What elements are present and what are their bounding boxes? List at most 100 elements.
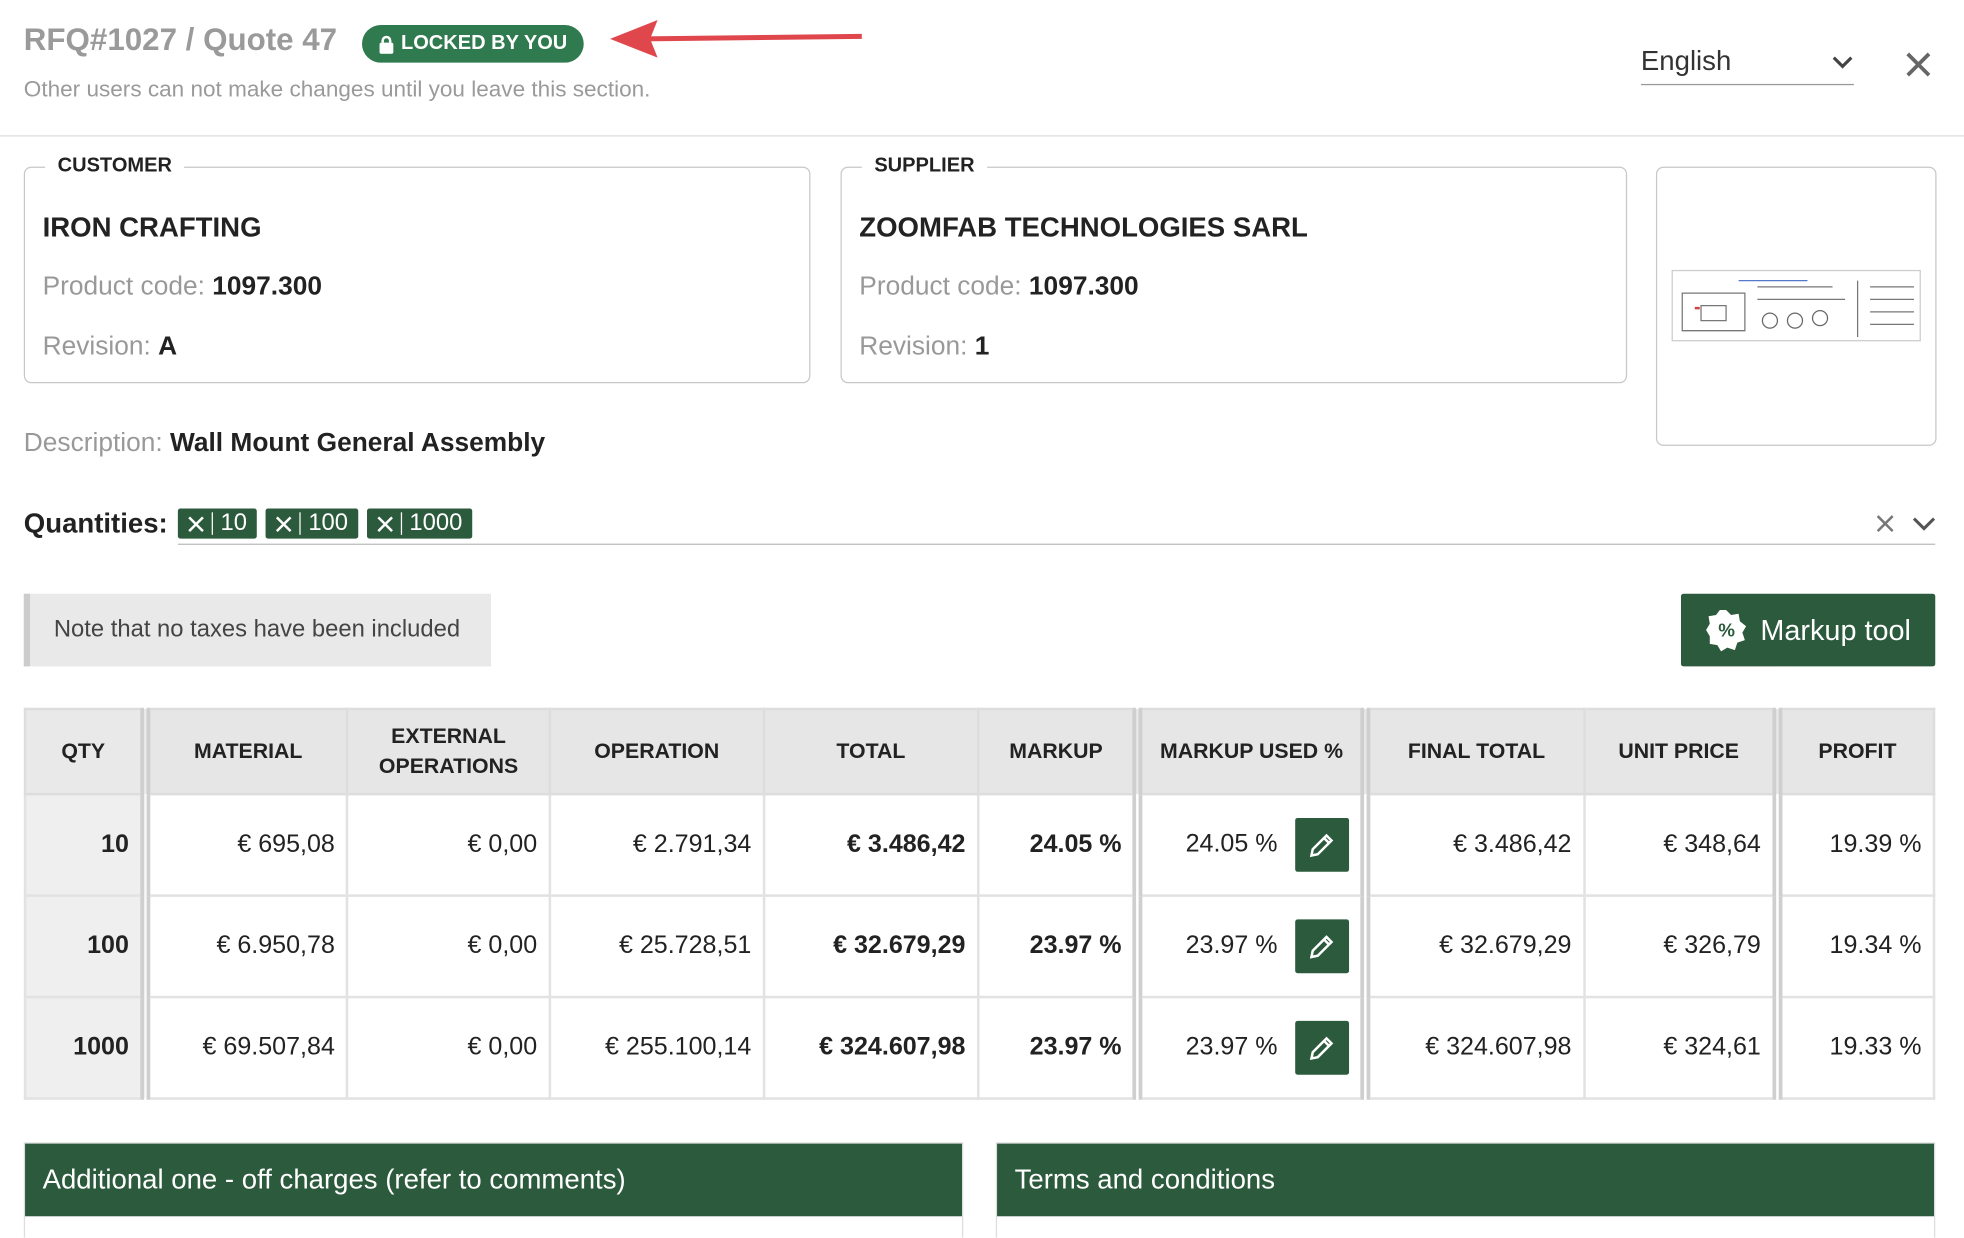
value: Wall Mount General Assembly: [170, 428, 546, 458]
table-cell: € 324,61: [1582, 995, 1779, 1100]
table-cell: 24.05 %: [1132, 792, 1367, 897]
column-header: TOTAL: [762, 707, 980, 796]
icon-text: %: [1718, 619, 1735, 641]
clear-quantities[interactable]: [1876, 515, 1894, 533]
button-label: Markup tool: [1760, 613, 1911, 646]
table-row: 10 € 695,08 € 0,00 € 2.791,34 € 3.486,42 24.0…: [23, 792, 1936, 897]
product-code: Product code: 1097.300: [859, 272, 1138, 302]
column-header: OPERATION: [548, 707, 766, 796]
cell-text: € 0,00: [467, 1033, 538, 1061]
cell-text: 19.34 %: [1829, 931, 1922, 960]
cell-text: € 324.607,98: [1425, 1033, 1572, 1061]
tag-divider: [400, 512, 402, 535]
table-cell: € 255.100,14: [548, 995, 766, 1100]
cell-text: € 32.679,29: [833, 931, 966, 960]
close-button[interactable]: [1905, 51, 1931, 77]
tag-divider: [211, 512, 213, 535]
table-cell: 19.33 %: [1772, 995, 1936, 1100]
edit-markup-button[interactable]: [1295, 1020, 1349, 1075]
value: A: [158, 331, 178, 361]
lock-badge: LOCKED BY YOU: [362, 25, 584, 63]
label: Description:: [23, 428, 163, 458]
table-cell: € 3.486,42: [762, 792, 980, 897]
quantity-tag[interactable]: 10: [177, 508, 257, 539]
annotation-arrow: [610, 20, 862, 58]
value: 1097.300: [212, 271, 322, 301]
quantities-dropdown[interactable]: [1911, 516, 1936, 532]
quantity-tag[interactable]: 100: [265, 508, 359, 539]
column-header: EXTERNAL OPERATIONS: [346, 707, 551, 796]
cell-text: € 324.607,98: [819, 1033, 966, 1061]
quantities-underline: [177, 543, 1936, 545]
table-cell: 100: [23, 894, 147, 999]
panel-header[interactable]: Additional one - off charges (refer to c…: [25, 1143, 962, 1217]
table-cell: 23.97 %: [1132, 995, 1367, 1100]
drawing-thumbnail[interactable]: [1655, 166, 1937, 446]
table-cell: 23.97 %: [976, 995, 1140, 1100]
pencil-icon: [1310, 934, 1334, 958]
icon-badge: [1706, 610, 1747, 652]
column-header: PROFIT: [1772, 707, 1936, 796]
tag-divider: [299, 512, 301, 535]
value: 1097.300: [1028, 271, 1139, 301]
revision: Revision: A: [43, 332, 178, 362]
markup-icon: %: [1705, 609, 1748, 652]
quantity-tag[interactable]: 1000: [366, 508, 473, 539]
remove-icon: [276, 515, 292, 532]
table-cell: € 69.507,84: [140, 995, 349, 1100]
quantity-tags: 10 100 1000: [177, 508, 473, 539]
table-cell: 19.39 %: [1772, 792, 1936, 897]
table-cell: 23.97 %: [1132, 894, 1367, 999]
edit-markup-button[interactable]: [1295, 919, 1349, 974]
column-header: QTY: [23, 707, 147, 796]
markup-tool-button[interactable]: % Markup tool: [1680, 593, 1936, 667]
card-legend: CUSTOMER: [45, 155, 185, 178]
cell-text: 19.39 %: [1829, 830, 1922, 859]
cell-text: € 0,00: [467, 931, 538, 960]
cell-text: € 348,64: [1663, 830, 1761, 859]
cell-text: 23.97 %: [1185, 1033, 1278, 1061]
table-cell: € 25.728,51: [548, 894, 766, 999]
description: Description: Wall Mount General Assembly: [24, 428, 545, 458]
column-header: UNIT PRICE: [1582, 707, 1779, 796]
lock-icon: [379, 35, 394, 54]
table-cell: € 0,00: [346, 894, 551, 999]
header-row: QTY MATERIAL EXTERNAL OPERATIONS OPERATION T…: [23, 707, 1936, 796]
table-cell: € 32.679,29: [762, 894, 980, 999]
cell-text: € 6.950,78: [216, 931, 335, 960]
table-cell: 1000: [23, 995, 147, 1100]
cell-text: 23.97 %: [1185, 931, 1278, 960]
cell-text: 23.97 %: [1029, 931, 1122, 960]
cell-text: € 324,61: [1663, 1033, 1761, 1061]
pencil-icon: [1310, 833, 1334, 857]
cell-text: € 3.486,42: [847, 830, 966, 859]
table-cell: € 0,00: [346, 792, 551, 897]
table-row: 1000 € 69.507,84 € 0,00 € 255.100,14 € 324.6…: [23, 995, 1936, 1100]
cell-text: 24.05 %: [1185, 830, 1278, 858]
revision: Revision: 1: [859, 332, 989, 362]
table-cell: € 32.679,29: [1360, 894, 1586, 999]
pencil-icon: [1310, 1036, 1334, 1060]
cell-text: € 255.100,14: [605, 1033, 752, 1061]
cell-text: 1000: [73, 1033, 129, 1061]
table-cell: € 348,64: [1582, 792, 1779, 897]
cell-text: 23.97 %: [1029, 1033, 1122, 1061]
thumbnail-image: [1671, 269, 1921, 342]
label: Revision:: [42, 331, 151, 361]
language-value: English: [1640, 45, 1732, 77]
panel-header[interactable]: Terms and conditions: [997, 1143, 1935, 1217]
quote-table: QTY MATERIAL EXTERNAL OPERATIONS OPERATION T…: [23, 707, 1936, 1100]
table-cell: € 324.607,98: [1360, 995, 1586, 1100]
language-select[interactable]: English: [1640, 45, 1854, 86]
table-cell: 19.34 %: [1772, 894, 1936, 999]
table-cell: 10: [23, 792, 147, 897]
column-header: MARKUP USED %: [1132, 707, 1367, 796]
divider: [0, 135, 1964, 137]
cell-text: € 25.728,51: [618, 931, 752, 960]
label: Product code:: [859, 271, 1022, 301]
quantities-label: Quantities:: [23, 507, 168, 539]
column-header: FINAL TOTAL: [1360, 707, 1586, 796]
edit-markup-button[interactable]: [1295, 817, 1349, 872]
